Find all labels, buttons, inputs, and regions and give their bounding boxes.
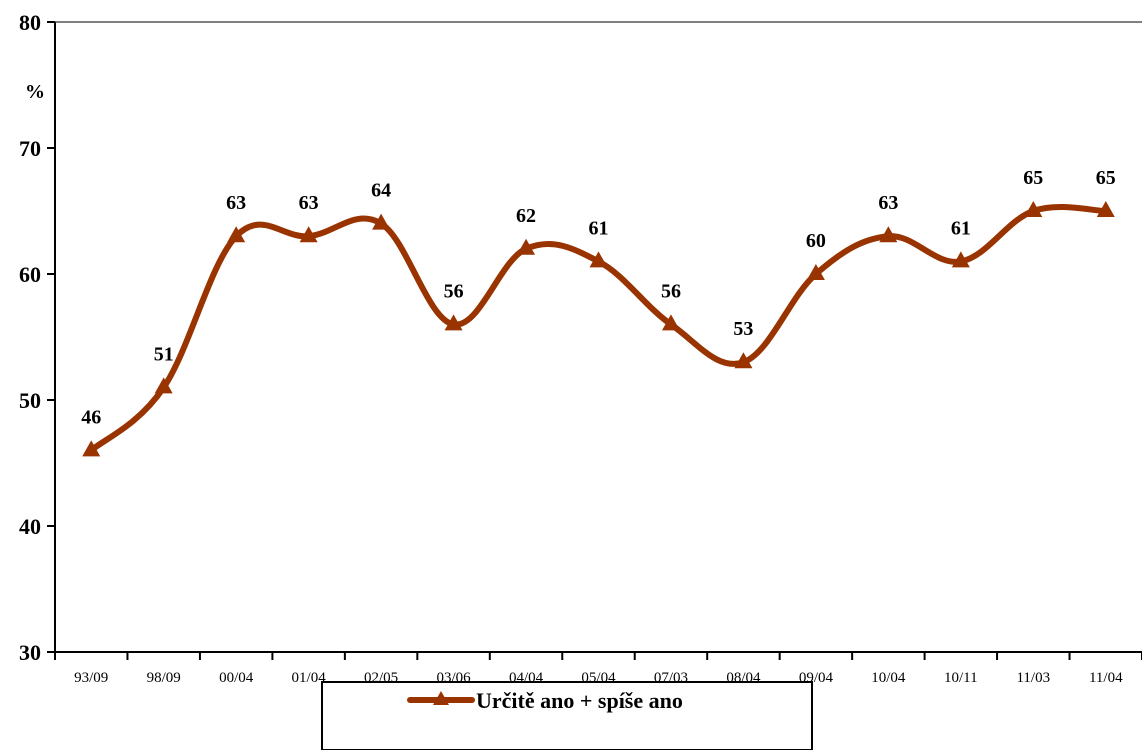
data-point-marker (806, 264, 825, 280)
data-point-marker (951, 251, 970, 268)
data-value-label: 56 (444, 280, 464, 302)
data-value-label: 63 (878, 192, 898, 214)
x-ticks: 93/09 98/09 00/04 01/04 02/05 03/06 04/04 05/04… (54, 652, 1142, 686)
data-point-marker (879, 226, 898, 243)
legend-label: Určitě ano + spíše ano (476, 688, 683, 713)
data-point-marker (444, 314, 463, 331)
data-point-marker (154, 377, 173, 394)
y-tick-label: 50 (19, 388, 41, 413)
data-point-marker (661, 314, 680, 331)
data-value-label: 46 (81, 406, 101, 428)
data-value-label: 51 (154, 343, 174, 365)
data-point-marker (82, 440, 101, 457)
x-tick-label: 11/03 (1016, 670, 1050, 686)
x-tick-label: 00/04 (219, 670, 254, 686)
data-point-marker (1024, 201, 1043, 217)
legend-box (321, 681, 813, 750)
y-tick-label: 30 (19, 640, 41, 665)
legend-swatch-marker (433, 691, 449, 705)
data-point-marker (372, 213, 391, 230)
x-tick-label: 10/04 (871, 670, 906, 686)
data-point-marker (1096, 201, 1115, 217)
data-point-marker (299, 226, 318, 243)
data-value-label: 53 (733, 318, 753, 340)
legend: Určitě ano + spíše ano (321, 681, 813, 750)
data-value-label: 65 (1096, 167, 1116, 189)
data-point-marker (734, 352, 753, 369)
y-tick-label: 40 (19, 514, 41, 539)
series-markers (82, 201, 1115, 457)
data-labels: 46 51 63 63 64 56 62 61 56 53 60 63 61 65 65 (81, 167, 1116, 428)
series-line (88, 203, 1109, 454)
x-tick-label: 93/09 (74, 670, 108, 686)
data-value-label: 62 (516, 205, 536, 227)
data-point-marker (227, 226, 246, 243)
data-value-label: 64 (371, 180, 391, 202)
data-value-label: 56 (661, 280, 681, 302)
x-tick-label: 01/04 (292, 670, 327, 686)
y-tick-label: 70 (19, 136, 41, 161)
data-value-label: 61 (589, 217, 609, 239)
y-tick-label: 60 (19, 262, 41, 287)
y-ticks: 30 40 50 60 70 80 (19, 10, 55, 665)
x-tick-label: 10/11 (944, 670, 978, 686)
data-point-marker (517, 238, 536, 255)
x-tick-label: 11/04 (1089, 670, 1123, 686)
y-tick-label: 80 (19, 10, 41, 35)
data-value-label: 63 (226, 192, 246, 214)
data-value-label: 65 (1023, 167, 1043, 189)
data-point-marker (589, 251, 608, 268)
data-value-label: 63 (299, 192, 319, 214)
y-axis-unit-label: % (25, 81, 45, 103)
data-value-label: 61 (951, 217, 971, 239)
data-value-label: 60 (806, 230, 826, 252)
x-tick-label: 98/09 (147, 670, 181, 686)
